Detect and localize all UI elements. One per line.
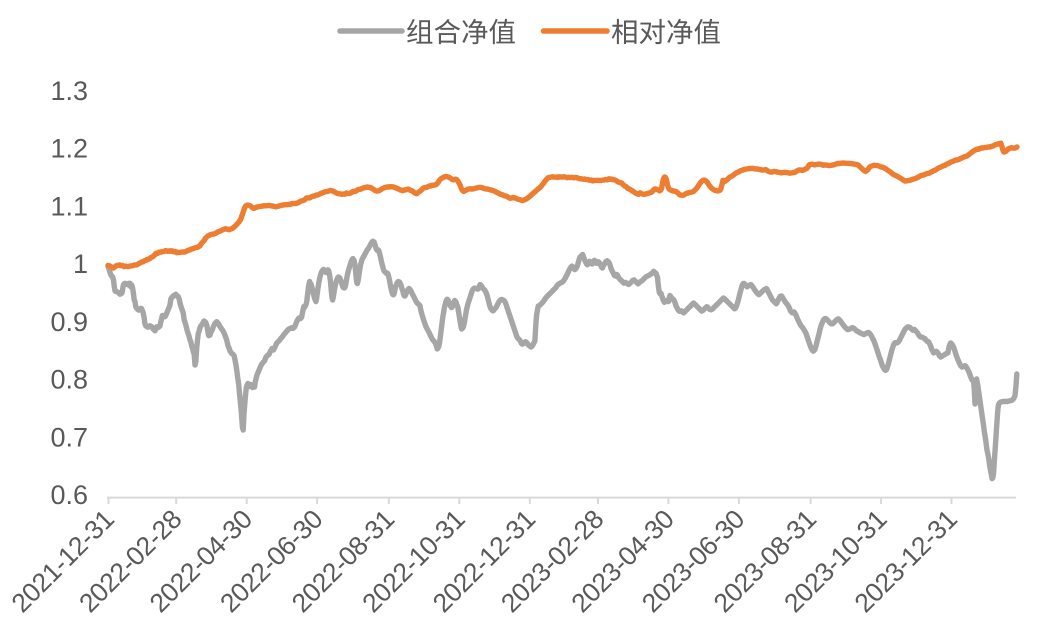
svg-text:0.9: 0.9 [50,307,88,337]
svg-text:1.1: 1.1 [50,191,88,221]
svg-text:1: 1 [73,249,88,279]
svg-text:0.7: 0.7 [50,422,88,452]
svg-text:1.3: 1.3 [50,76,88,106]
svg-text:1.2: 1.2 [50,134,88,164]
svg-text:0.8: 0.8 [50,365,88,395]
svg-text:0.6: 0.6 [50,480,88,510]
